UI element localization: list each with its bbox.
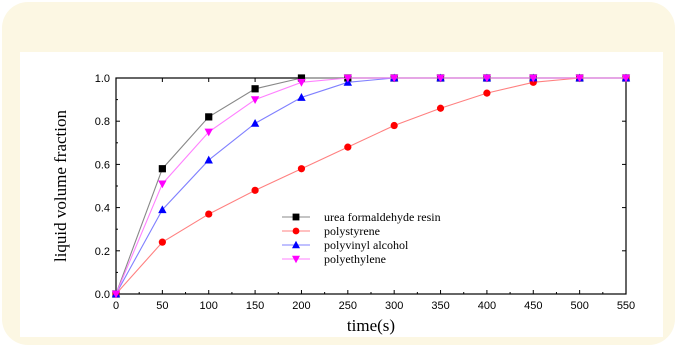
series-line: [115, 77, 626, 295]
y-tick-label: 0.4: [95, 203, 110, 215]
legend-marker: [292, 255, 300, 264]
legend-marker: [292, 213, 300, 221]
x-tick-label: 550: [617, 300, 635, 312]
data-point: [111, 290, 121, 299]
data-point: [483, 89, 491, 97]
data-point: [251, 186, 259, 194]
legend-label: polyvinyl alcohol: [324, 238, 409, 252]
data-point: [205, 113, 213, 121]
data-point: [297, 74, 306, 82]
series-line: [115, 77, 626, 295]
y-tick-label: 0.2: [95, 246, 110, 258]
x-tick-label: 50: [156, 300, 168, 312]
series-layer: [111, 73, 631, 299]
x-tick-label: 0: [113, 300, 119, 312]
axes-group: 0 50 100 150 200 250 300 350 400 450 500 550 0.0 0.2 0…: [51, 73, 635, 335]
x-tick-label: 400: [478, 300, 496, 312]
data-point: [436, 74, 445, 83]
data-point: [297, 78, 306, 87]
data-point: [158, 205, 167, 214]
data-point: [250, 118, 260, 127]
data-point: [436, 104, 445, 112]
legend-label: polystyrene: [324, 224, 380, 238]
data-point: [344, 143, 352, 151]
x-tick-label: 100: [200, 300, 218, 312]
legend-item: urea formaldehyde resin: [282, 210, 441, 224]
legend: urea formaldehyde resinpolystyrenepolyvi…: [282, 210, 441, 266]
data-point: [389, 74, 399, 83]
series-3: [111, 74, 631, 299]
data-point: [390, 121, 398, 130]
legend-marker: [292, 240, 300, 249]
x-tick-label: 500: [570, 300, 588, 312]
legend-item: polystyrene: [282, 224, 380, 238]
x-tick-label: 300: [385, 300, 403, 312]
legend-item: polyvinyl alcohol: [282, 238, 409, 252]
data-point: [529, 74, 538, 83]
legend-marker: [292, 227, 300, 235]
legend-label: urea formaldehyde resin: [324, 210, 441, 224]
y-axis-title: liquid volume fraction: [51, 109, 70, 262]
plot-card: 0 50 100 150 200 250 300 350 400 450 500 550 0.0 0.2 0…: [20, 52, 663, 337]
x-tick-label: 350: [431, 300, 449, 312]
x-tick-label: 150: [246, 300, 264, 312]
data-point: [158, 238, 166, 246]
data-point: [250, 96, 260, 104]
data-point: [205, 210, 213, 218]
series-1: [112, 74, 630, 298]
line-chart: 0 50 100 150 200 250 300 350 400 450 500 550 0.0 0.2 0…: [51, 73, 635, 335]
legend-item: polyethylene: [282, 252, 386, 266]
data-point: [158, 165, 166, 173]
data-point: [575, 74, 584, 83]
y-tick-label: 1.0: [95, 73, 110, 85]
data-point: [251, 85, 259, 93]
data-point: [158, 180, 167, 189]
data-point: [297, 93, 306, 101]
x-tick-label: 250: [339, 300, 357, 312]
data-point: [482, 74, 492, 83]
x-axis-title: time(s): [347, 316, 395, 335]
x-tick-label: 200: [292, 300, 310, 312]
data-point: [343, 74, 353, 83]
y-tick-label: 0.6: [95, 159, 110, 171]
data-point: [621, 74, 631, 83]
y-tick-label: 0.8: [95, 116, 110, 128]
data-point: [297, 165, 306, 173]
y-tick-label: 0.0: [95, 289, 110, 301]
data-point: [204, 128, 213, 137]
legend-label: polyethylene: [324, 252, 386, 266]
x-tick-label: 450: [524, 300, 542, 312]
data-point: [204, 155, 213, 164]
